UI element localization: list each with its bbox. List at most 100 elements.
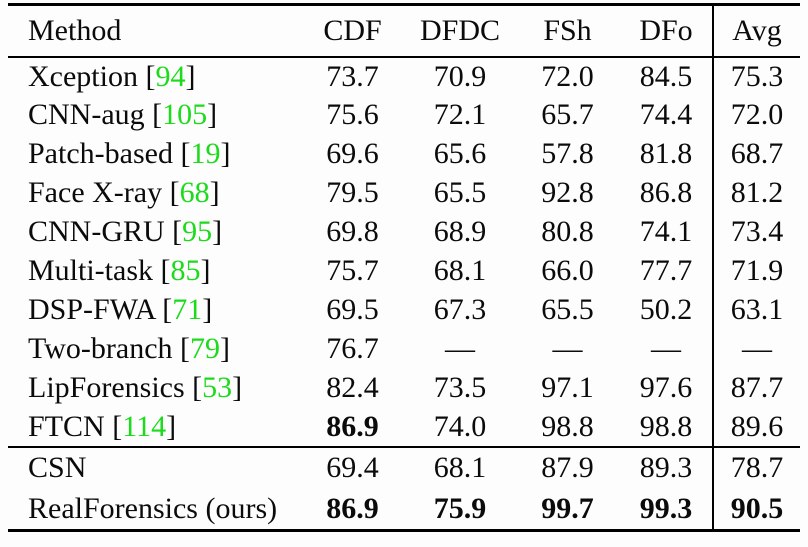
method-cell: Two-branch [79] <box>28 332 231 365</box>
value-cell: 79.5 <box>326 176 379 209</box>
value-cell: 74.0 <box>433 409 487 443</box>
column-header-dfdc: DFDC <box>419 13 501 47</box>
method-cell: LipForensics [53] <box>28 371 243 404</box>
table-row: DSP-FWA [71] 69.5 67.3 65.5 50.2 63.1 <box>8 290 800 330</box>
column-header-cdf: CDF <box>323 13 382 47</box>
value-cell: 74.1 <box>639 215 693 248</box>
value-cell: 86.9 <box>326 409 379 443</box>
table-row: Xception [94] 73.7 70.9 72.0 84.5 75.3 <box>8 56 800 96</box>
column-header-avg: Avg <box>712 4 800 57</box>
citation-link[interactable]: 68 <box>179 176 210 209</box>
table-row: FTCN [114] 86.9 74.0 98.8 98.8 89.6 <box>8 407 800 447</box>
table-row: CNN-aug [105] 75.6 72.1 65.7 74.4 72.0 <box>8 95 800 135</box>
value-cell: 77.7 <box>639 254 693 287</box>
method-cell: CSN <box>28 451 87 484</box>
value-cell: 65.5 <box>541 293 594 326</box>
value-cell: 76.7 <box>326 332 379 365</box>
citation-link[interactable]: 19 <box>190 137 221 170</box>
value-cell: 73.7 <box>326 59 379 93</box>
column-header-dfo: DFo <box>639 13 693 47</box>
value-cell: 72.1 <box>433 98 487 131</box>
citation-link[interactable]: 95 <box>182 215 213 248</box>
avg-value-cell: 75.3 <box>712 56 800 96</box>
method-cell: FTCN [114] <box>28 409 177 443</box>
value-cell: 81.8 <box>639 137 693 170</box>
value-cell: 98.8 <box>639 409 693 443</box>
value-cell: 72.0 <box>541 59 594 93</box>
value-cell: — <box>552 332 583 365</box>
value-cell: 97.6 <box>639 371 693 404</box>
value-cell: 68.1 <box>433 451 487 484</box>
value-cell: 73.5 <box>433 371 487 404</box>
citation-link[interactable]: 71 <box>172 293 203 326</box>
column-header-fsh: FSh <box>543 13 592 47</box>
value-cell: 82.4 <box>326 371 379 404</box>
value-cell: 89.3 <box>639 451 693 484</box>
citation-link[interactable]: 53 <box>202 371 233 404</box>
value-cell: 86.9 <box>326 491 379 525</box>
table-row: Multi-task [85] 75.7 68.1 66.0 77.7 71.9 <box>8 251 800 291</box>
method-cell: Patch-based [19] <box>28 137 231 170</box>
value-cell: 50.2 <box>639 293 693 326</box>
table-row: Two-branch [79] 76.7 — — — — <box>8 329 800 369</box>
citation-link[interactable]: 79 <box>190 332 221 365</box>
avg-value-cell: 89.6 <box>712 407 800 447</box>
avg-value-cell: 78.7 <box>712 446 800 489</box>
value-cell: 69.6 <box>326 137 379 170</box>
baselines-section: Xception [94] 73.7 70.9 72.0 84.5 75.3 CNN-aug… <box>8 56 800 447</box>
avg-value-cell: 81.2 <box>712 173 800 213</box>
method-cell: Xception [94] <box>28 59 196 93</box>
value-cell: 70.9 <box>433 59 487 93</box>
method-cell: Multi-task [85] <box>28 254 211 287</box>
avg-value-cell: 72.0 <box>712 95 800 135</box>
value-cell: 68.9 <box>433 215 487 248</box>
avg-value-cell: 90.5 <box>712 488 800 531</box>
table-row: Face X-ray [68] 79.5 65.5 92.8 86.8 81.2 <box>8 173 800 213</box>
value-cell: 69.5 <box>326 293 379 326</box>
value-cell: 67.3 <box>433 293 487 326</box>
value-cell: 65.5 <box>433 176 487 209</box>
value-cell: 75.9 <box>433 491 487 525</box>
value-cell: 84.5 <box>639 59 693 93</box>
citation-link[interactable]: 85 <box>170 254 201 287</box>
table-row: CNN-GRU [95] 69.8 68.9 80.8 74.1 73.4 <box>8 212 800 252</box>
value-cell: 66.0 <box>541 254 594 287</box>
table-row: RealForensics (ours) 86.9 75.9 99.7 99.3 90.5 <box>8 488 800 531</box>
results-table-container: Method CDF DFDC FSh DFo Avg Xception [94… <box>8 3 800 532</box>
value-cell: 74.4 <box>639 98 693 131</box>
value-cell: 99.3 <box>639 491 693 525</box>
table-row: Patch-based [19] 69.6 65.6 57.8 81.8 68.7 <box>8 134 800 174</box>
method-cell: Face X-ray [68] <box>28 176 220 209</box>
method-cell: CNN-GRU [95] <box>28 215 223 248</box>
avg-value-cell: 68.7 <box>712 134 800 174</box>
citation-link[interactable]: 105 <box>162 98 208 131</box>
citation-link[interactable]: 114 <box>122 409 167 443</box>
column-header-method: Method <box>28 13 122 47</box>
avg-value-cell: — <box>712 329 800 369</box>
avg-value-cell: 71.9 <box>712 251 800 291</box>
avg-value-cell: 73.4 <box>712 212 800 252</box>
results-table: Method CDF DFDC FSh DFo Avg Xception [94… <box>8 3 800 532</box>
value-cell: 98.8 <box>541 409 594 443</box>
avg-value-cell: 87.7 <box>712 368 800 408</box>
method-cell: DSP-FWA [71] <box>28 293 213 326</box>
value-cell: — <box>445 332 475 365</box>
value-cell: 75.6 <box>326 98 379 131</box>
value-cell: 80.8 <box>541 215 594 248</box>
table-header-row: Method CDF DFDC FSh DFo Avg <box>8 4 800 57</box>
table-row: LipForensics [53] 82.4 73.5 97.1 97.6 87.7 <box>8 368 800 408</box>
value-cell: 75.7 <box>326 254 379 287</box>
value-cell: 87.9 <box>541 451 594 484</box>
citation-link[interactable]: 94 <box>155 59 186 93</box>
value-cell: 65.7 <box>541 98 594 131</box>
value-cell: 86.8 <box>639 176 693 209</box>
value-cell: 92.8 <box>541 176 594 209</box>
method-cell: RealForensics (ours) <box>28 491 278 525</box>
value-cell: 65.6 <box>433 137 487 170</box>
value-cell: 69.4 <box>326 451 379 484</box>
table-header: Method CDF DFDC FSh DFo Avg <box>8 4 800 57</box>
table-row: CSN 69.4 68.1 87.9 89.3 78.7 <box>8 446 800 489</box>
value-cell: — <box>651 332 681 365</box>
avg-value-cell: 63.1 <box>712 290 800 330</box>
value-cell: 69.8 <box>326 215 379 248</box>
